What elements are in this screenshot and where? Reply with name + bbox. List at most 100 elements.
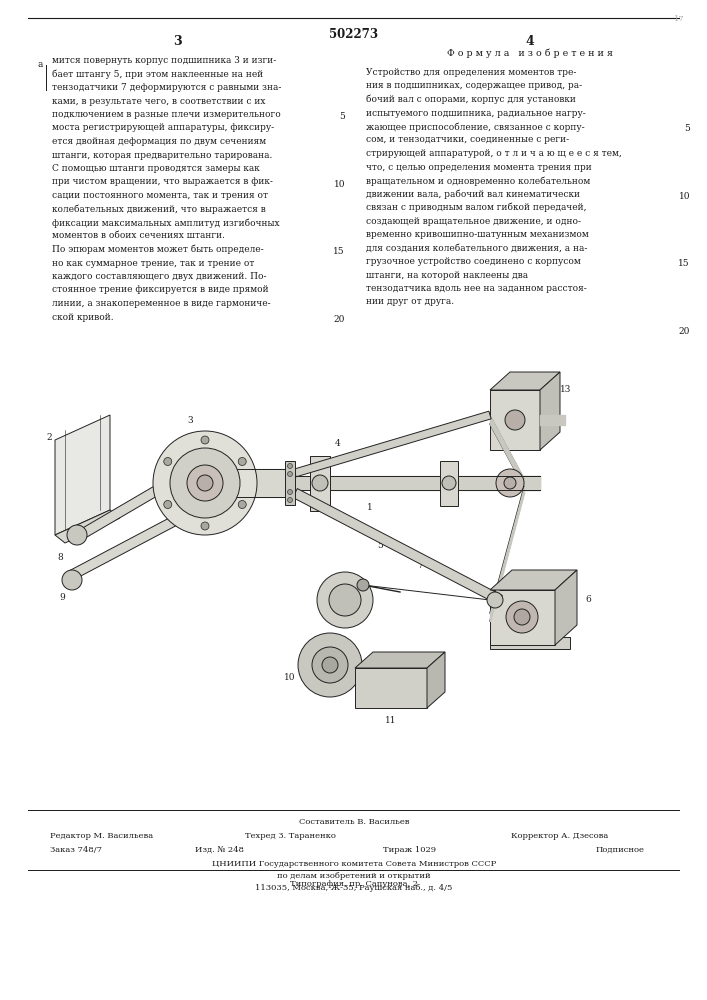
Text: 15: 15: [679, 259, 690, 268]
Circle shape: [317, 572, 373, 628]
Polygon shape: [490, 570, 577, 590]
Circle shape: [298, 633, 362, 697]
Text: 1: 1: [367, 503, 373, 512]
Polygon shape: [55, 415, 110, 535]
Circle shape: [288, 497, 293, 502]
Bar: [440, 461, 458, 506]
Bar: [490, 590, 555, 645]
Circle shape: [288, 489, 293, 494]
Text: Подписное: Подписное: [595, 846, 645, 854]
Circle shape: [322, 657, 338, 673]
Polygon shape: [293, 489, 502, 604]
Text: 6: 6: [585, 595, 591, 604]
Polygon shape: [555, 570, 577, 645]
Polygon shape: [427, 652, 445, 708]
Text: бочий вал с опорами, корпус для установки: бочий вал с опорами, корпус для установк…: [366, 95, 576, 104]
Circle shape: [504, 477, 516, 489]
Text: 10: 10: [284, 674, 296, 682]
Text: тензодатчики 7 деформируются с равными зна-: тензодатчики 7 деформируются с равными з…: [52, 83, 281, 92]
Text: ния в подшипниках, содержащее привод, ра-: ния в подшипниках, содержащее привод, ра…: [366, 82, 582, 91]
Text: 9: 9: [59, 593, 65, 602]
Text: жающее приспособление, связанное с корпу-: жающее приспособление, связанное с корпу…: [366, 122, 585, 131]
Circle shape: [188, 461, 202, 475]
Text: Заказ 748/7: Заказ 748/7: [50, 846, 102, 854]
Text: 20: 20: [334, 315, 345, 324]
Text: колебательных движений, что выражается в: колебательных движений, что выражается в: [52, 205, 266, 214]
Text: временно кривошипно-шатунным механизмом: временно кривошипно-шатунным механизмом: [366, 230, 589, 239]
Text: моментов в обоих сечениях штанги.: моментов в обоих сечениях штанги.: [52, 232, 225, 240]
Text: создающей вращательное движение, и одно-: создающей вращательное движение, и одно-: [366, 217, 581, 226]
Text: 4: 4: [525, 35, 534, 48]
Text: ется двойная деформация по двум сечениям: ется двойная деформация по двум сечениям: [52, 137, 266, 146]
Text: что, с целью определения момента трения при: что, с целью определения момента трения …: [366, 162, 592, 172]
Text: Корректор А. Дзесова: Корректор А. Дзесова: [511, 832, 609, 840]
Circle shape: [164, 458, 172, 466]
Circle shape: [67, 525, 87, 545]
Text: 13: 13: [560, 385, 571, 394]
Text: 20: 20: [679, 327, 690, 336]
Text: Изд. № 248: Изд. № 248: [196, 846, 245, 854]
Text: 12: 12: [325, 635, 336, 644]
Text: 2: 2: [47, 434, 52, 442]
Text: 5: 5: [377, 540, 383, 550]
Text: ЦНИИПИ Государственного комитета Совета Министров СССР: ЦНИИПИ Государственного комитета Совета …: [212, 860, 496, 868]
Text: 10: 10: [334, 180, 345, 189]
Text: Составитель В. Васильев: Составитель В. Васильев: [299, 818, 409, 826]
Text: по делам изобретений и открытий: по делам изобретений и открытий: [277, 872, 431, 880]
Text: грузочное устройство соединено с корпусом: грузочное устройство соединено с корпусо…: [366, 257, 580, 266]
Polygon shape: [55, 510, 120, 543]
Text: вращательном и одновременно колебательном: вращательном и одновременно колебательно…: [366, 176, 590, 186]
Circle shape: [62, 570, 82, 590]
Text: 3: 3: [187, 416, 193, 425]
Bar: [490, 390, 540, 450]
Text: 502273: 502273: [329, 28, 378, 41]
Text: 15: 15: [334, 247, 345, 256]
Text: 8: 8: [57, 554, 63, 562]
Circle shape: [238, 458, 246, 466]
Text: для создания колебательного движения, а на-: для создания колебательного движения, а …: [366, 243, 588, 252]
Circle shape: [506, 601, 538, 633]
Circle shape: [170, 448, 240, 518]
Circle shape: [288, 472, 293, 477]
Circle shape: [329, 584, 361, 616]
Text: 5: 5: [339, 112, 345, 121]
Text: а: а: [38, 60, 43, 69]
Text: Редактор М. Васильева: Редактор М. Васильева: [50, 832, 153, 840]
Circle shape: [288, 464, 293, 468]
Text: стоянное трение фиксируется в виде прямой: стоянное трение фиксируется в виде прямо…: [52, 286, 269, 294]
Text: С помощью штанги проводятся замеры как: С помощью штанги проводятся замеры как: [52, 164, 259, 173]
Text: тензодатчика вдоль нее на заданном расстоя-: тензодатчика вдоль нее на заданном расст…: [366, 284, 587, 293]
Bar: [310, 456, 330, 511]
Circle shape: [201, 522, 209, 530]
Circle shape: [514, 609, 530, 625]
Circle shape: [442, 476, 456, 490]
Circle shape: [312, 475, 328, 491]
Text: Ф о р м у л а   и з о б р е т е н и я: Ф о р м у л а и з о б р е т е н и я: [447, 48, 613, 57]
Circle shape: [505, 410, 525, 430]
Text: Тираж 1029: Тираж 1029: [383, 846, 436, 854]
Text: штанги, которая предварительно тарирована.: штанги, которая предварительно тарирован…: [52, 150, 272, 159]
Text: 3: 3: [173, 35, 181, 48]
Text: Устройство для определения моментов тре-: Устройство для определения моментов тре-: [366, 68, 576, 77]
Text: ской кривой.: ской кривой.: [52, 312, 114, 322]
Text: сации постоянного момента, так и трения от: сации постоянного момента, так и трения …: [52, 191, 268, 200]
Polygon shape: [70, 506, 197, 579]
Text: бает штангу 5, при этом наклеенные на ней: бает штангу 5, при этом наклеенные на не…: [52, 70, 263, 79]
Circle shape: [312, 647, 348, 683]
Polygon shape: [69, 464, 197, 544]
Circle shape: [153, 431, 257, 535]
Text: ками, в результате чего, в соответствии с их: ками, в результате чего, в соответствии …: [52, 97, 266, 105]
Circle shape: [201, 436, 209, 444]
Text: связан с приводным валом гибкой передачей,: связан с приводным валом гибкой передаче…: [366, 203, 587, 213]
Text: Типография, пр. Сапунова, 2: Типография, пр. Сапунова, 2: [290, 880, 418, 888]
Text: сом, и тензодатчики, соединенные с реги-: сом, и тензодатчики, соединенные с реги-: [366, 135, 569, 144]
Text: каждого составляющего двух движений. По-: каждого составляющего двух движений. По-: [52, 272, 267, 281]
Circle shape: [238, 500, 246, 508]
Circle shape: [357, 579, 369, 591]
Circle shape: [197, 475, 213, 491]
Bar: [490, 637, 570, 649]
Text: движении вала, рабочий вал кинематически: движении вала, рабочий вал кинематически: [366, 190, 580, 199]
Text: 10: 10: [679, 192, 690, 201]
Text: 11: 11: [385, 716, 397, 725]
Text: 113035, Москва, Ж-35, Раушская наб., д. 4/5: 113035, Москва, Ж-35, Раушская наб., д. …: [255, 884, 452, 892]
